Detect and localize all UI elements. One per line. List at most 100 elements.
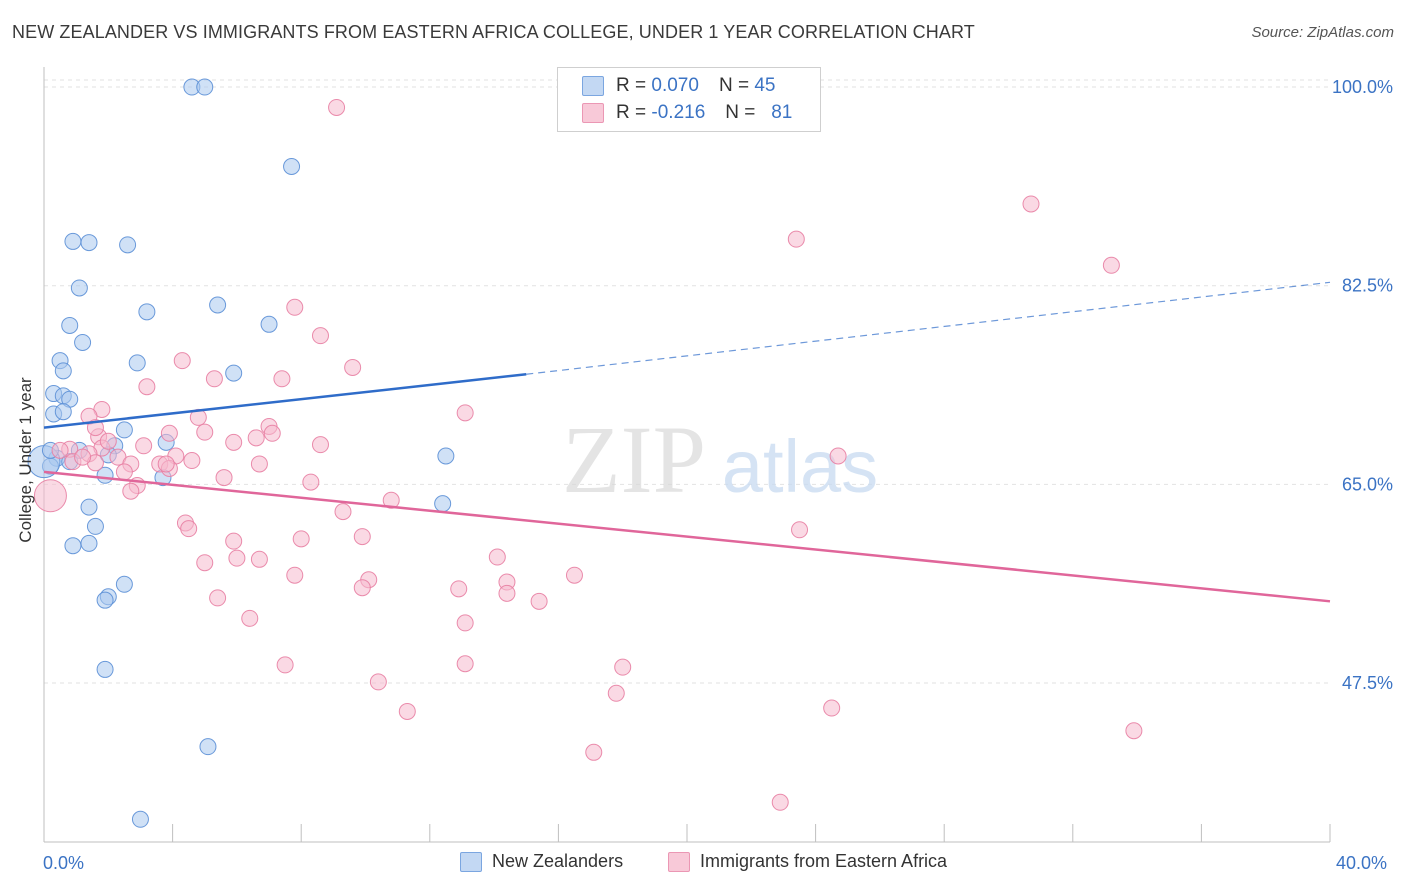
point-eastern-africa-19: [247, 429, 265, 447]
y-tick-label-0: 47.5%: [1342, 673, 1393, 693]
point-eastern-africa-11: [456, 404, 474, 422]
point-eastern-africa-70: [823, 699, 841, 717]
legend-n-value: 45: [754, 75, 776, 96]
legend-swatch-pink: [582, 103, 604, 123]
point-eastern-africa-45: [791, 521, 809, 539]
point-eastern-africa-68: [607, 684, 625, 702]
legend-swatch-blue: [582, 76, 604, 96]
point-new-zealanders-9: [61, 316, 79, 334]
point-new-zealanders-13: [128, 354, 146, 372]
point-eastern-africa-76: [51, 441, 69, 459]
point-new-zealanders-14: [54, 362, 72, 380]
y-tick-label-3: 100.0%: [1332, 77, 1393, 97]
watermark-atlas: atlas: [722, 425, 878, 508]
point-eastern-africa-44: [180, 520, 198, 538]
legend-n-value: 81: [771, 102, 793, 123]
legend-swatch-blue: [460, 851, 482, 872]
point-eastern-africa-69: [398, 702, 416, 720]
point-new-zealanders-32: [80, 498, 98, 516]
point-new-zealanders-7: [138, 303, 156, 321]
point-eastern-africa-9: [273, 370, 291, 388]
point-eastern-africa-60: [530, 592, 548, 610]
point-eastern-africa-73: [771, 793, 789, 811]
point-new-zealanders-5: [119, 236, 137, 254]
point-eastern-africa-46: [292, 530, 310, 548]
legend-n-label: N =: [718, 75, 750, 96]
legend-row-new-zealanders: R = 0.070 N = 45: [582, 74, 775, 98]
legend-r-label: R =: [616, 102, 647, 123]
legend-r-value: -0.216: [651, 102, 706, 123]
point-new-zealanders-1: [196, 78, 214, 96]
point-eastern-africa-47: [353, 528, 371, 546]
point-eastern-africa-7: [344, 358, 362, 376]
point-eastern-africa-22: [311, 436, 329, 454]
point-eastern-africa-36: [115, 463, 133, 481]
point-eastern-africa-3: [1102, 256, 1120, 274]
point-eastern-africa-57: [353, 579, 371, 597]
y-axis-label: College, Under 1 year: [16, 377, 35, 543]
point-eastern-africa-52: [196, 554, 214, 572]
point-eastern-africa-8: [205, 370, 223, 388]
point-new-zealanders-20: [54, 403, 72, 421]
point-eastern-africa-41: [382, 491, 400, 509]
source-label: Source: ZipAtlas.com: [1251, 24, 1394, 41]
point-eastern-africa-54: [565, 566, 583, 584]
point-new-zealanders-28: [437, 447, 455, 465]
point-eastern-africa-21: [225, 433, 243, 451]
point-new-zealanders-2: [283, 158, 301, 175]
point-eastern-africa-78: [157, 455, 175, 473]
legend-row-eastern-africa: R = -0.216 N = 81: [582, 101, 792, 125]
trend-lines: [43, 281, 1331, 603]
y-tick-label-2: 82.5%: [1342, 276, 1393, 296]
point-eastern-africa-64: [276, 656, 294, 674]
point-eastern-africa-58: [450, 580, 468, 598]
point-eastern-africa-65: [456, 655, 474, 673]
y-axis-label-wrap: College, Under 1 year: [6, 330, 46, 590]
point-eastern-africa-6: [173, 352, 191, 370]
point-eastern-africa-62: [241, 609, 259, 627]
point-new-zealanders-6: [70, 279, 88, 297]
point-eastern-africa-2: [787, 230, 805, 248]
correlation-legend: R = 0.070 N = 45 R = -0.216 N = 81: [557, 67, 821, 132]
point-new-zealanders-39: [96, 591, 114, 609]
point-new-zealanders-33: [434, 495, 452, 513]
point-eastern-africa-1: [1022, 195, 1040, 213]
point-eastern-africa-50: [250, 550, 268, 568]
point-eastern-africa-38: [302, 473, 320, 491]
point-new-zealanders-11: [74, 333, 92, 351]
watermark: ZIP atlas: [562, 406, 878, 513]
series-legend: New Zealanders Immigrants from Eastern A…: [0, 851, 1406, 877]
point-eastern-africa-18: [196, 423, 214, 441]
point-eastern-africa-53: [286, 566, 304, 584]
point-new-zealanders-35: [80, 534, 98, 552]
legend-swatch-pink: [668, 851, 690, 872]
point-new-zealanders-15: [225, 364, 243, 382]
y-tick-labels: 47.5% 65.0% 82.5% 100.0%: [1332, 77, 1393, 693]
point-eastern-africa-51: [488, 548, 506, 566]
point-eastern-africa-77: [99, 432, 117, 450]
point-new-zealanders-36: [64, 537, 82, 555]
point-new-zealanders-34: [86, 517, 104, 535]
point-eastern-africa-67: [369, 673, 387, 691]
legend-label: New Zealanders: [492, 851, 624, 871]
x-tick-label-max: 40.0%: [1336, 853, 1388, 873]
point-eastern-africa-5: [311, 327, 329, 345]
point-eastern-africa-42: [334, 503, 352, 521]
point-new-zealanders-42: [131, 810, 149, 828]
point-new-zealanders-10: [260, 315, 278, 333]
point-eastern-africa-0: [328, 98, 346, 116]
point-new-zealanders-4: [80, 234, 98, 252]
point-eastern-africa-79: [183, 452, 201, 470]
legend-n-label: N =: [725, 102, 756, 123]
legend-item-eastern-africa: Immigrants from Eastern Africa: [668, 851, 947, 872]
x-tick-label-min: 0.0%: [43, 853, 85, 873]
point-new-zealanders-8: [209, 296, 227, 314]
point-eastern-africa-66: [614, 658, 632, 676]
grid-lines: [44, 79, 1330, 684]
point-new-zealanders-21: [115, 421, 133, 439]
point-eastern-africa-59: [498, 584, 516, 602]
point-eastern-africa-23: [135, 437, 153, 455]
point-eastern-africa-35: [829, 447, 847, 465]
point-eastern-africa-20: [263, 424, 281, 442]
